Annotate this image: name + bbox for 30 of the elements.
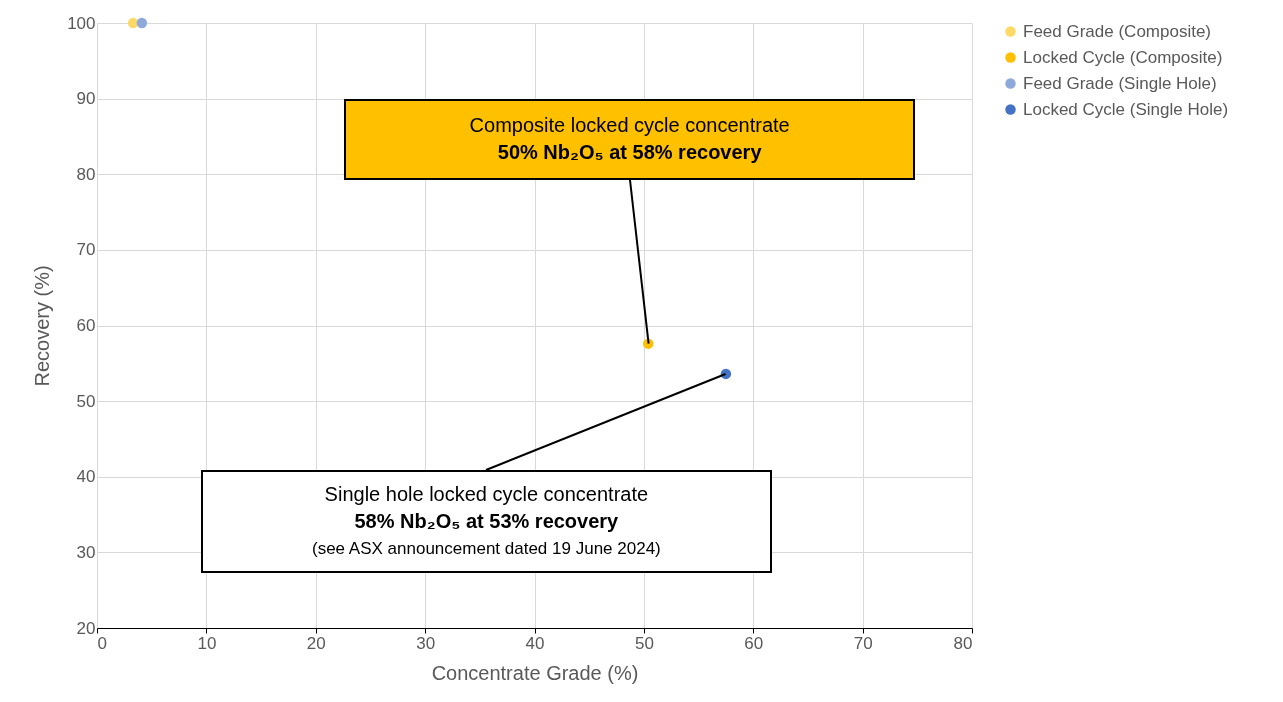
legend-label: Locked Cycle (Composite): [1023, 47, 1223, 67]
x-tick-label: 60: [744, 633, 764, 653]
x-tick-label: 80: [953, 633, 973, 653]
x-tick-label: 70: [853, 633, 873, 653]
y-axis-title: Recovery (%): [31, 265, 54, 387]
x-tick-label: 50: [634, 633, 654, 653]
y-tick-label: 40: [76, 467, 96, 487]
x-tick-label: 10: [197, 633, 217, 653]
y-tick-label: 60: [76, 316, 96, 335]
y-tick-label: 50: [76, 391, 96, 411]
legend-label: Feed Grade (Single Hole): [1023, 73, 1217, 93]
callout-box: Composite locked cycle concentrate 50% Nb₂O₅ at 58% recovery: [344, 98, 916, 180]
y-tick-label: 80: [76, 164, 96, 184]
legend-label: Locked Cycle (Single Hole): [1023, 99, 1229, 119]
annotation: Single hole locked cycle concentrate 58% Nb₂O₅ at 53% recovery (see ASX announcement dated 19 June 2024): [311, 481, 661, 560]
x-axis-title: Concentrate Grade (%): [431, 661, 639, 684]
legend-label: Feed Grade (Composite): [1023, 21, 1212, 41]
y-tick-label: 70: [76, 240, 96, 260]
y-tick-label: 100: [67, 13, 96, 33]
annotation: Composite locked cycle concentrate 50% Nb₂O₅ at 58% recovery: [469, 113, 790, 166]
x-tick-label: 20: [306, 633, 326, 653]
point: [136, 17, 148, 29]
y-tick-label: 20: [76, 618, 96, 638]
y-tick-label: 90: [76, 89, 96, 109]
x-tick-label: 40: [525, 633, 545, 653]
y-tick-label: 30: [76, 542, 96, 562]
x-tick-label: 30: [416, 633, 436, 653]
callout-box: Single hole locked cycle concentrate 58% Nb₂O₅ at 53% recovery (see ASX announcement dated 19 June 2024): [200, 469, 772, 573]
x-tick-label: 0: [97, 633, 107, 653]
point: [127, 17, 139, 29]
